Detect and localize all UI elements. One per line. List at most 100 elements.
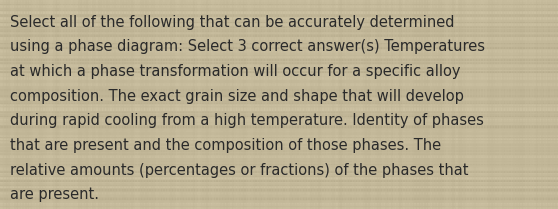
Bar <box>0 100 558 102</box>
Bar <box>463 0 466 209</box>
Bar <box>499 0 503 209</box>
Bar <box>0 33 558 34</box>
Bar <box>0 163 558 164</box>
Bar <box>0 10 558 12</box>
Bar <box>0 116 558 118</box>
Bar <box>430 0 433 209</box>
Text: at which a phase transformation will occur for a specific alloy: at which a phase transformation will occ… <box>10 64 460 79</box>
Bar <box>0 143 558 145</box>
Bar <box>332 0 335 209</box>
Bar <box>173 0 176 209</box>
Bar <box>0 166 558 167</box>
Bar <box>0 104 558 106</box>
Bar <box>505 0 508 209</box>
Bar <box>525 0 528 209</box>
Bar <box>324 0 327 209</box>
Bar <box>0 21 558 22</box>
Bar <box>117 0 121 209</box>
Bar <box>0 119 558 121</box>
Bar <box>11 0 15 209</box>
Bar <box>0 9 558 10</box>
Bar <box>382 0 386 209</box>
Bar <box>109 0 112 209</box>
Bar <box>0 88 558 90</box>
Bar <box>494 0 497 209</box>
Bar <box>0 150 558 152</box>
Bar <box>33 0 37 209</box>
Bar <box>0 43 558 45</box>
Bar <box>363 0 366 209</box>
Bar <box>282 0 285 209</box>
Bar <box>0 122 558 124</box>
Bar <box>0 61 558 63</box>
Bar <box>0 152 558 154</box>
Bar <box>0 171 558 173</box>
Bar <box>0 28 558 30</box>
Bar <box>0 92 558 94</box>
Bar <box>290 0 294 209</box>
Bar <box>153 0 157 209</box>
Text: are present.: are present. <box>10 187 99 202</box>
Bar <box>265 0 268 209</box>
Bar <box>0 127 558 128</box>
Bar <box>488 0 492 209</box>
Bar <box>0 201 558 203</box>
Bar <box>516 0 519 209</box>
Bar <box>237 0 240 209</box>
Bar <box>170 0 174 209</box>
Text: composition. The exact grain size and shape that will develop: composition. The exact grain size and sh… <box>10 89 464 104</box>
Bar <box>0 95 558 97</box>
Bar <box>218 0 221 209</box>
Bar <box>0 77 558 79</box>
Bar <box>346 0 349 209</box>
Bar <box>388 0 391 209</box>
Bar <box>176 0 179 209</box>
Bar <box>73 0 76 209</box>
Bar <box>0 27 558 28</box>
Bar <box>301 0 305 209</box>
Bar <box>246 0 249 209</box>
Text: using a phase diagram: Select 3 correct answer(s) Temperatures: using a phase diagram: Select 3 correct … <box>10 39 485 54</box>
Bar <box>466 0 469 209</box>
Bar <box>0 54 558 55</box>
Bar <box>271 0 274 209</box>
Bar <box>0 60 558 61</box>
Bar <box>511 0 514 209</box>
Bar <box>329 0 333 209</box>
Bar <box>0 25 558 27</box>
Bar <box>287 0 291 209</box>
Bar <box>547 0 550 209</box>
Bar <box>257 0 260 209</box>
Bar <box>449 0 453 209</box>
Bar <box>67 0 70 209</box>
Bar <box>0 37 558 39</box>
Bar <box>167 0 171 209</box>
Bar <box>22 0 26 209</box>
Bar <box>3 0 6 209</box>
Bar <box>0 148 558 149</box>
Bar <box>0 124 558 125</box>
Bar <box>399 0 402 209</box>
Bar <box>0 200 558 201</box>
Bar <box>0 62 558 64</box>
Bar <box>0 51 558 52</box>
Bar <box>201 0 204 209</box>
Bar <box>349 0 352 209</box>
Bar <box>0 13 558 15</box>
Bar <box>45 0 48 209</box>
Bar <box>508 0 511 209</box>
Bar <box>0 131 558 133</box>
Bar <box>405 0 408 209</box>
Bar <box>555 0 558 209</box>
Bar <box>410 0 413 209</box>
Bar <box>17 0 20 209</box>
Bar <box>240 0 243 209</box>
Bar <box>0 12 558 13</box>
Bar <box>460 0 464 209</box>
Bar <box>0 15 558 17</box>
Bar <box>444 0 447 209</box>
Bar <box>474 0 478 209</box>
Bar <box>310 0 313 209</box>
Bar <box>234 0 238 209</box>
Bar <box>162 0 165 209</box>
